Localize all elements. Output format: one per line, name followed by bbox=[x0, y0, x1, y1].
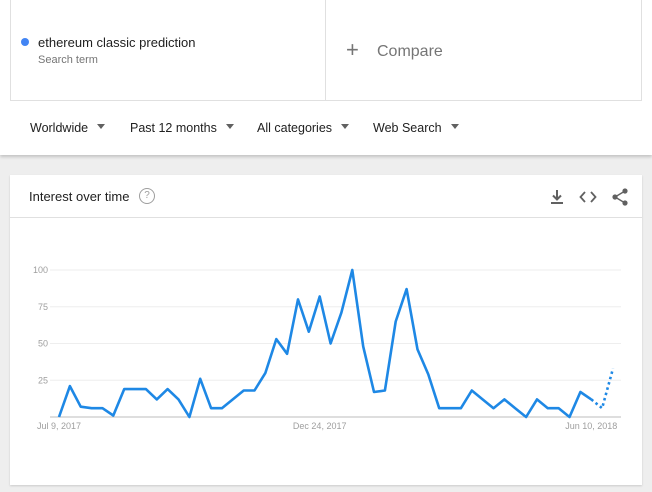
card-title: Interest over time bbox=[29, 189, 130, 204]
y-tick-label: 75 bbox=[38, 302, 48, 312]
series-line bbox=[57, 268, 593, 419]
term-color-dot bbox=[21, 38, 29, 46]
y-tick-label: 50 bbox=[38, 339, 48, 349]
interest-line-chart: 100 75 50 25 Jul 9, 2017 Dec 24, 2017 Jun 10, … bbox=[33, 265, 621, 431]
embed-icon[interactable] bbox=[578, 187, 598, 207]
y-tick-label: 25 bbox=[38, 375, 48, 385]
search-term-label[interactable]: ethereum classic prediction bbox=[38, 35, 196, 50]
download-icon[interactable] bbox=[547, 187, 567, 207]
help-icon[interactable]: ? bbox=[139, 188, 155, 204]
x-tick-label: Jun 10, 2018 bbox=[565, 421, 617, 431]
caret-down-icon bbox=[341, 124, 350, 130]
explore-header: ethereum classic prediction Search term … bbox=[0, 0, 652, 155]
region-dropdown[interactable]: Worldwide bbox=[30, 121, 106, 135]
category-dropdown[interactable]: All categories bbox=[257, 121, 350, 135]
interest-over-time-card: Interest over time ? 100 75 50 25 Jul 9, 201… bbox=[10, 175, 642, 485]
search-term-type: Search term bbox=[38, 54, 98, 66]
compare-label: Compare bbox=[377, 43, 443, 60]
time-range-value: Past 12 months bbox=[130, 121, 217, 135]
caret-down-icon bbox=[450, 124, 459, 130]
partial-data-line bbox=[590, 368, 615, 411]
category-value: All categories bbox=[257, 121, 333, 135]
region-value: Worldwide bbox=[30, 121, 89, 135]
time-range-dropdown[interactable]: Past 12 months bbox=[130, 121, 234, 135]
caret-down-icon bbox=[225, 124, 234, 130]
compare-button[interactable]: + Compare bbox=[326, 0, 642, 101]
y-tick-label: 100 bbox=[33, 265, 48, 275]
search-term-card[interactable]: ethereum classic prediction Search term bbox=[10, 0, 326, 101]
search-type-dropdown[interactable]: Web Search bbox=[373, 121, 459, 135]
caret-down-icon bbox=[97, 124, 106, 130]
filter-bar: Worldwide Past 12 months All categories … bbox=[0, 102, 652, 155]
x-tick-label: Jul 9, 2017 bbox=[37, 421, 81, 431]
share-icon[interactable] bbox=[610, 187, 630, 207]
plus-icon: + bbox=[346, 37, 359, 62]
search-type-value: Web Search bbox=[373, 121, 442, 135]
card-header: Interest over time ? bbox=[10, 175, 642, 218]
x-tick-label: Dec 24, 2017 bbox=[293, 421, 347, 431]
